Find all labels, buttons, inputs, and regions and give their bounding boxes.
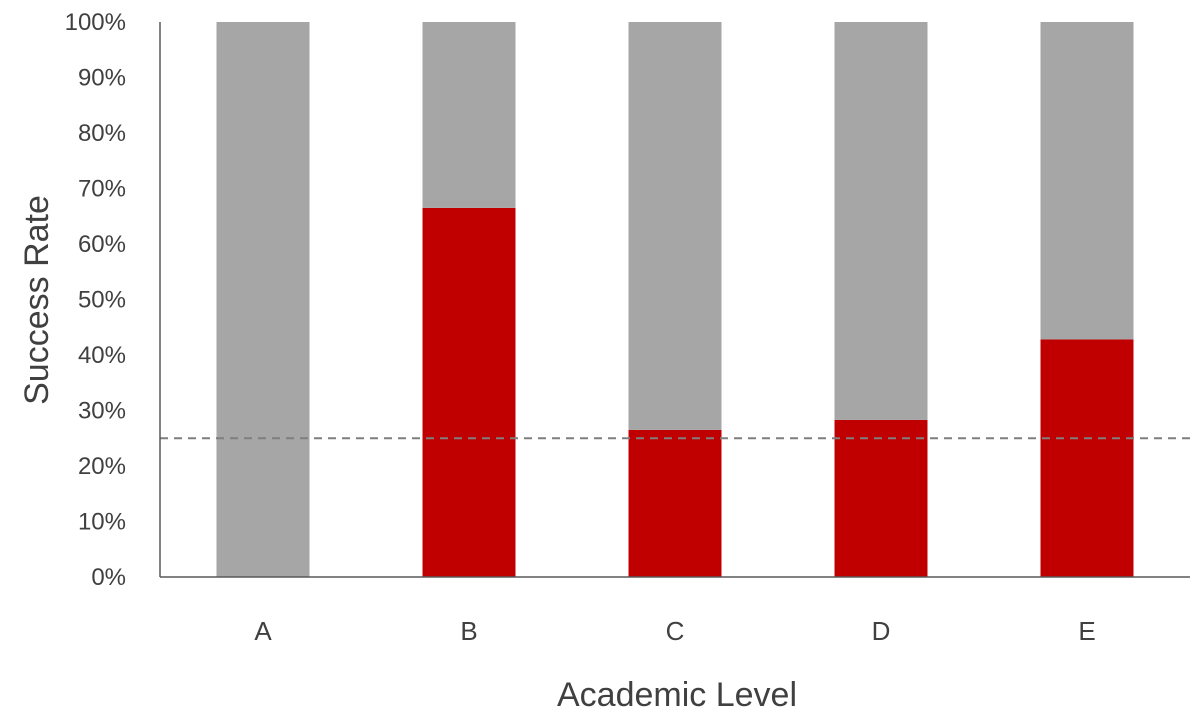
y-tick-label: 50% xyxy=(78,287,126,314)
bar-e-series-2 xyxy=(1040,22,1134,340)
x-tick-label: E xyxy=(1078,616,1095,646)
bar-d-series-2 xyxy=(834,22,928,420)
y-tick-label: 90% xyxy=(78,65,126,92)
x-axis-title: Academic Level xyxy=(557,676,797,714)
y-tick-label: 80% xyxy=(78,120,126,147)
bar-b-series-2 xyxy=(422,22,516,208)
x-tick-label: D xyxy=(872,616,891,646)
bar-c-series-2 xyxy=(628,22,722,430)
y-tick-labels: 0% 10% 20% 30% 40% 50% 60% 70% 80% 90% 100% xyxy=(65,9,126,591)
x-tick-label: A xyxy=(254,616,272,646)
bar-b-series-1 xyxy=(422,207,516,578)
y-tick-label: 0% xyxy=(91,564,126,591)
y-tick-label: 40% xyxy=(78,342,126,369)
y-tick-label: 100% xyxy=(65,9,126,36)
axes-layer xyxy=(159,22,1190,578)
y-tick-label: 10% xyxy=(78,509,126,536)
x-tick-labels: A B C D E xyxy=(254,616,1095,646)
y-tick-label: 60% xyxy=(78,231,126,258)
x-tick-label: B xyxy=(460,616,477,646)
y-tick-label: 20% xyxy=(78,453,126,480)
bars-layer xyxy=(216,22,1134,578)
y-tick-label: 70% xyxy=(78,176,126,203)
y-tick-label: 30% xyxy=(78,398,126,425)
y-axis-title: Success Rate xyxy=(18,195,56,405)
bar-c-series-1 xyxy=(628,429,722,577)
x-tick-label: C xyxy=(666,616,685,646)
bar-a-series-2 xyxy=(216,22,310,577)
bar-d-series-1 xyxy=(834,419,928,577)
bar-e-series-1 xyxy=(1040,339,1134,577)
